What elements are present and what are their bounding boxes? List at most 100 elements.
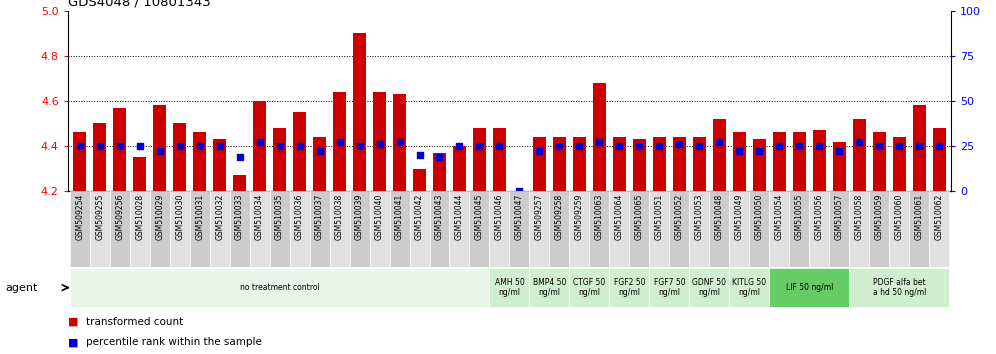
Bar [273,128,286,191]
Point [372,141,387,147]
Text: GSM510050: GSM510050 [755,193,764,240]
Point [872,143,887,149]
Bar [889,191,909,267]
Text: GSM510028: GSM510028 [135,193,144,240]
Bar [374,92,386,191]
Text: LIF 50 ng/ml: LIF 50 ng/ml [786,283,833,292]
Point [891,143,907,149]
Text: GSM510041: GSM510041 [395,193,404,240]
Text: GSM509255: GSM509255 [96,193,105,240]
Bar [389,191,409,267]
Bar [733,132,746,191]
Bar [912,105,925,191]
Text: GSM509256: GSM509256 [116,193,124,240]
Point [572,143,588,149]
Text: GSM510044: GSM510044 [455,193,464,240]
Bar [909,191,929,267]
Point [471,143,487,149]
Bar [129,191,149,267]
Text: ■: ■ [68,337,79,348]
Bar [473,128,486,191]
Bar [193,132,206,191]
Bar [313,137,326,191]
Point [592,139,608,144]
Bar [553,137,566,191]
Text: GSM510055: GSM510055 [795,193,804,240]
Point [852,139,868,144]
Bar [850,191,870,267]
Point [612,143,627,149]
Text: GSM510059: GSM510059 [874,193,883,240]
Text: GSM510065: GSM510065 [634,193,643,240]
Bar [213,139,226,191]
Bar [293,112,306,191]
Bar [453,146,466,191]
Text: GSM510045: GSM510045 [475,193,484,240]
Text: GSM510064: GSM510064 [615,193,623,240]
Text: GSM510037: GSM510037 [315,193,324,240]
Text: GSM510042: GSM510042 [415,193,424,240]
Bar [449,191,469,267]
Text: GSM510034: GSM510034 [255,193,264,240]
Text: GSM510047: GSM510047 [515,193,524,240]
Bar [413,169,426,191]
Point [92,143,108,149]
Text: transformed count: transformed count [86,317,183,327]
Bar [769,191,789,267]
Text: GSM510061: GSM510061 [914,193,923,240]
Text: GSM509254: GSM509254 [76,193,85,240]
Text: GSM510058: GSM510058 [855,193,864,240]
Bar [590,191,610,267]
Bar [153,105,166,191]
Bar [872,132,885,191]
Bar [149,191,169,267]
Bar [94,124,107,191]
Bar [510,191,530,267]
Text: GSM510062: GSM510062 [934,193,943,240]
Point [832,148,848,153]
Bar [673,137,686,191]
Point [272,143,288,149]
Bar [353,33,367,191]
Point [451,143,467,149]
Bar [489,268,530,307]
Bar [90,191,110,267]
Text: GSM510038: GSM510038 [335,193,344,240]
Bar [489,191,510,267]
Bar [70,191,90,267]
Bar [789,191,810,267]
Text: GSM510043: GSM510043 [435,193,444,240]
Point [911,143,927,149]
Bar [850,268,949,307]
Bar [749,191,769,267]
Point [151,148,167,153]
Bar [530,268,570,307]
Point [352,143,368,149]
Text: GSM510048: GSM510048 [715,193,724,240]
Point [771,143,787,149]
Bar [209,191,230,267]
Bar [433,153,446,191]
Bar [169,191,189,267]
Bar [230,191,250,267]
Bar [652,137,666,191]
Bar [493,128,506,191]
Text: PDGF alfa bet
a hd 50 ng/ml: PDGF alfa bet a hd 50 ng/ml [872,278,926,297]
Text: GSM510032: GSM510032 [215,193,224,240]
Bar [593,83,606,191]
Point [812,143,828,149]
Bar [333,92,346,191]
Point [131,143,147,149]
Bar [533,137,546,191]
Text: KITLG 50
ng/ml: KITLG 50 ng/ml [732,278,766,297]
Bar [570,191,590,267]
Text: GSM510033: GSM510033 [235,193,244,240]
Text: GSM510035: GSM510035 [275,193,284,240]
Bar [929,191,949,267]
Bar [550,191,570,267]
Bar [830,191,850,267]
Bar [613,137,625,191]
Bar [110,191,129,267]
Text: GSM509257: GSM509257 [535,193,544,240]
Text: GSM510046: GSM510046 [495,193,504,240]
